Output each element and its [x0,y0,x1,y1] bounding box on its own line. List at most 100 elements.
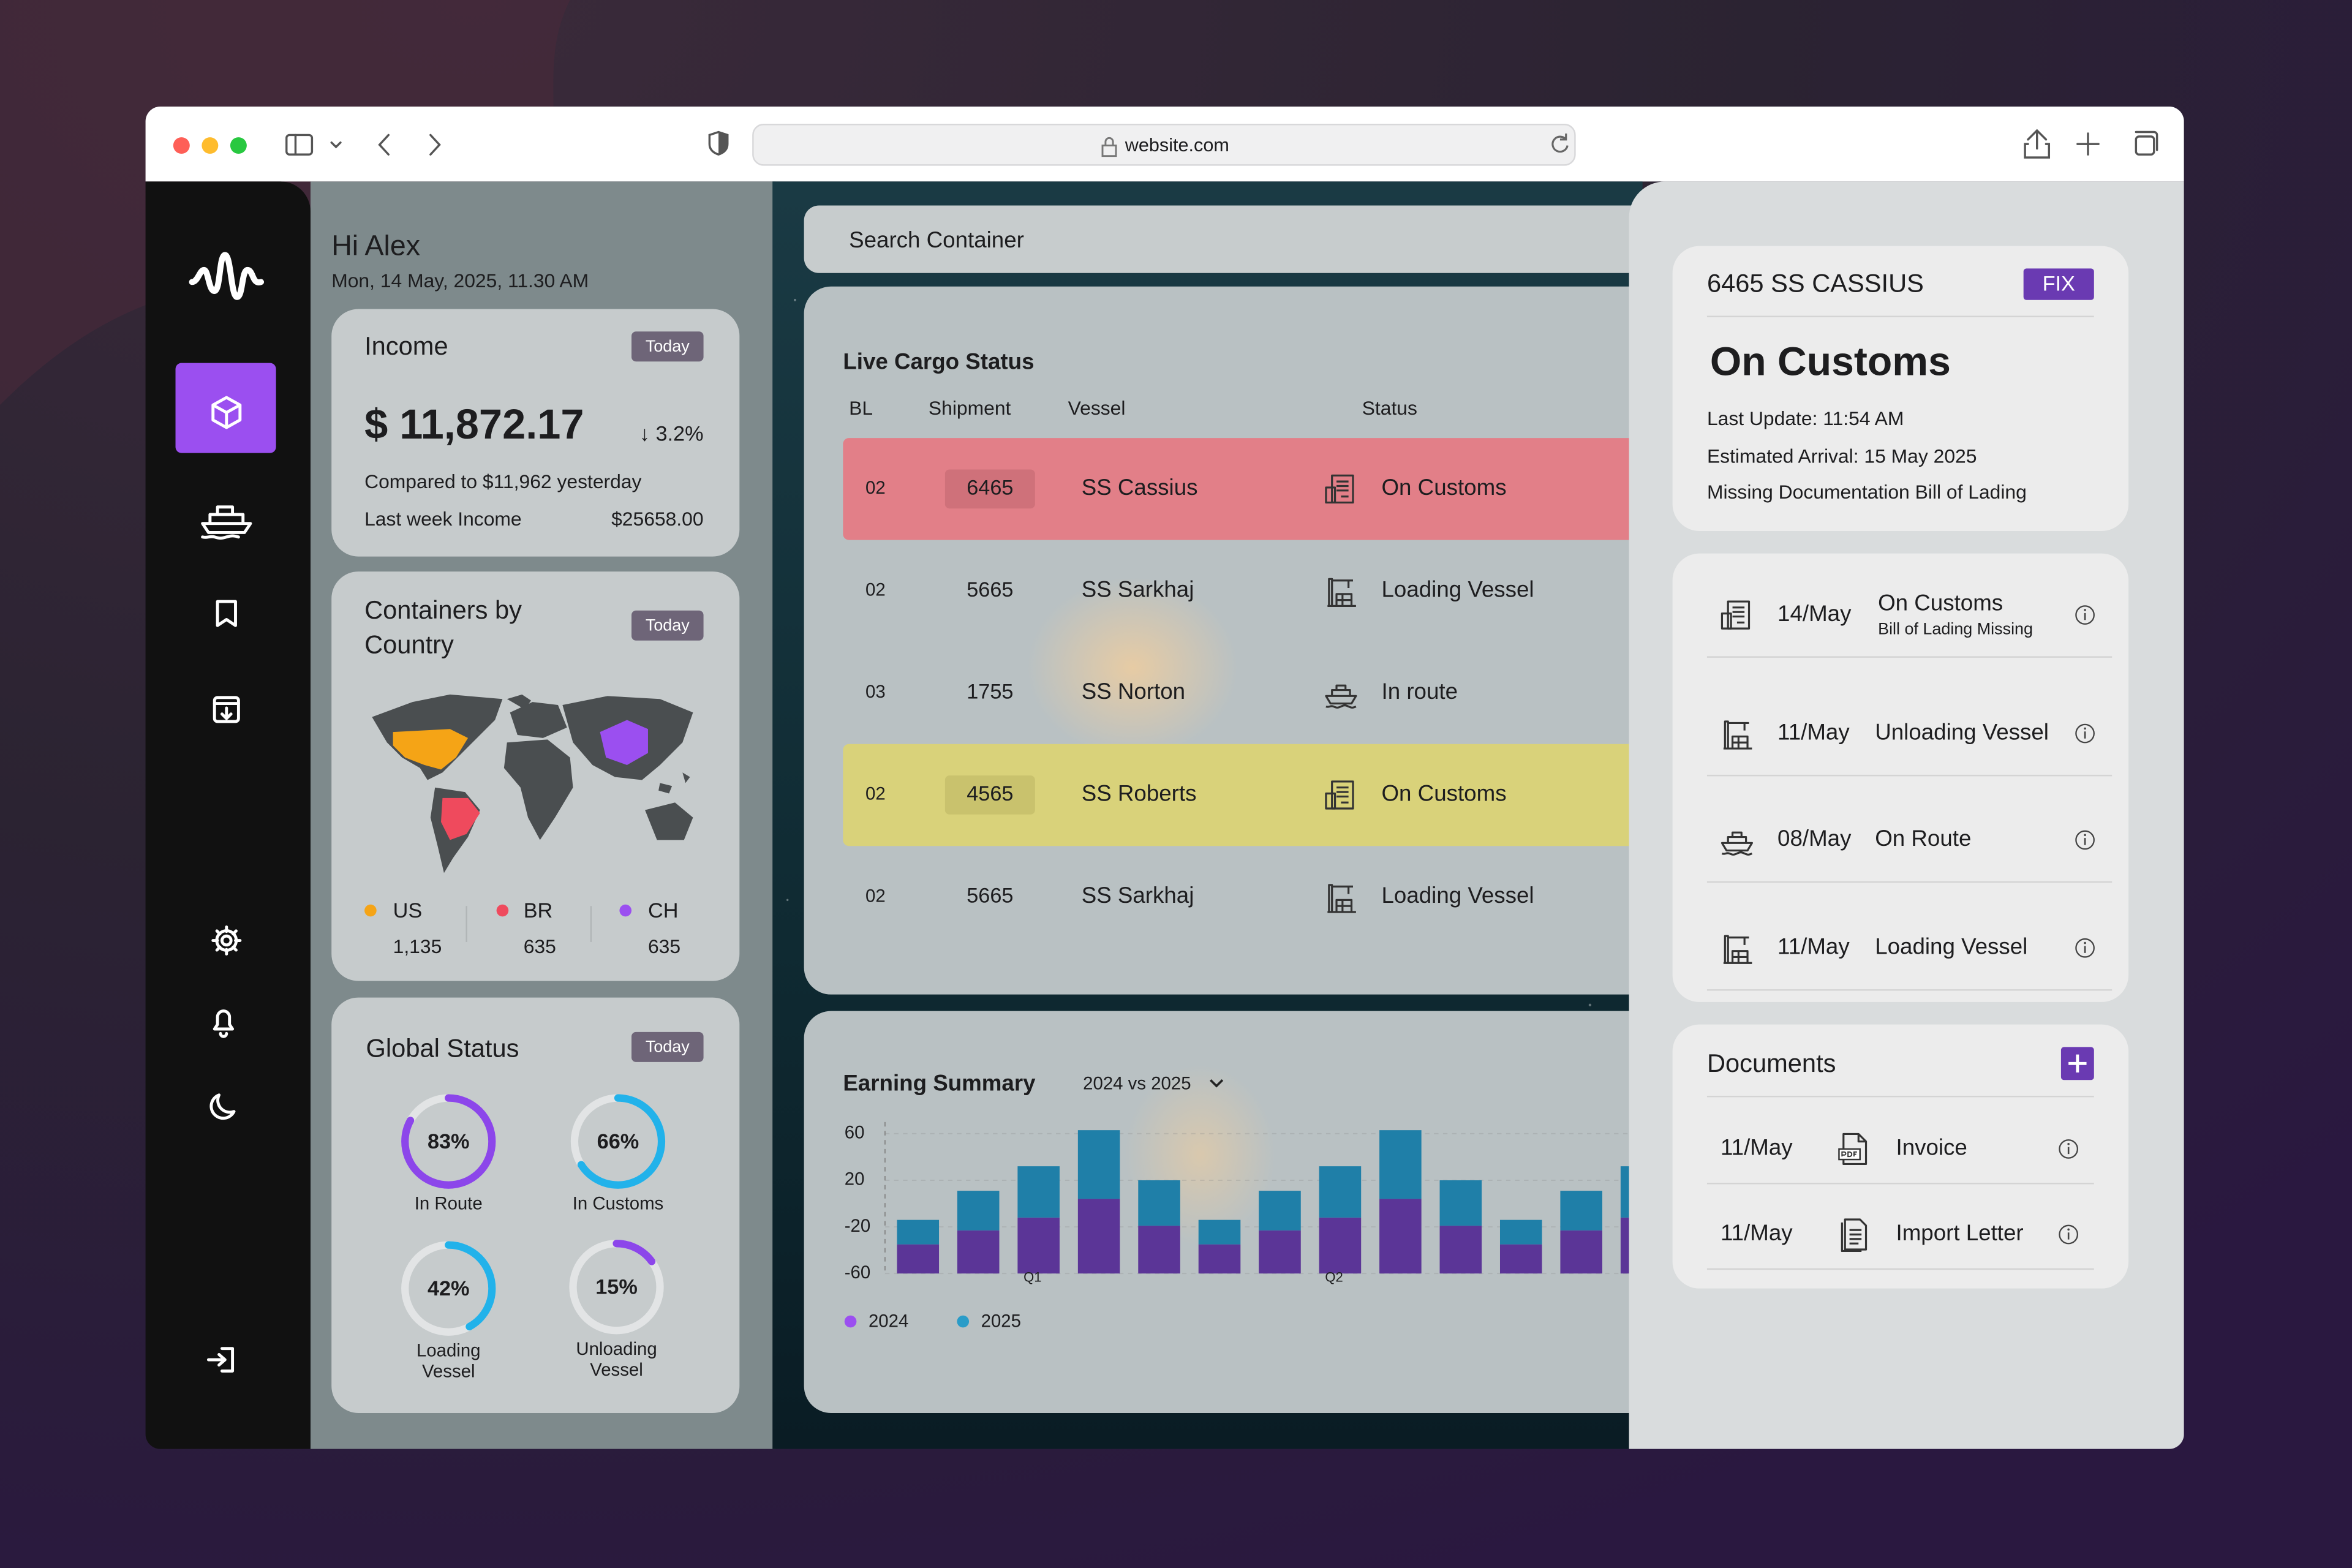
bar [1560,1230,1602,1274]
nav-logout[interactable] [206,1347,235,1373]
gauge-caption: In Customs [573,1193,664,1213]
bar [1198,1219,1241,1245]
x-tick-label: Q2 [1325,1269,1343,1284]
status-cell: Loading Vessel [1382,577,1534,602]
column-header: BL [849,397,873,419]
card-title: Documents [1707,1049,1836,1077]
zoom-button[interactable] [230,137,247,154]
nav-bookmarks[interactable] [216,600,237,627]
status-cell: In route [1382,679,1458,704]
container-id: 6465 SS CASSIUS [1707,268,1924,297]
back-button[interactable] [378,134,390,156]
document-date: 11/May [1721,1135,1793,1160]
badge[interactable] [631,610,704,641]
timeline-date: 11/May [1777,719,1850,744]
dropdown-chevron[interactable] [1210,1079,1224,1088]
search-input[interactable] [804,205,1675,273]
sidebar-toggle[interactable] [285,134,342,156]
badge-label: Today [646,1038,690,1056]
nav-archive[interactable] [213,696,240,723]
gauge-caption: Loading [417,1340,481,1360]
gauge-arc [570,1094,666,1189]
card-title: Global Status [366,1033,519,1062]
row-background[interactable] [843,744,1683,846]
map-ch[interactable] [600,720,648,765]
bar [897,1244,940,1274]
gauge-label: 15% [595,1276,638,1299]
bar [1077,1130,1120,1199]
y-tick-label: -20 [845,1216,870,1236]
badge[interactable] [631,1031,704,1062]
bar [1138,1226,1180,1274]
bar [1138,1180,1180,1226]
timeline-status: Loading Vessel [1875,933,2027,959]
badge-label: Today [646,616,690,635]
new-tab-button[interactable] [2076,132,2100,156]
bar [1259,1191,1301,1231]
logo[interactable] [189,252,265,300]
vessel-cell: SS Roberts [1082,781,1197,806]
comparison: Compared to $11,962 yesterday [364,470,641,492]
shipment-pill [944,469,1035,509]
timeline-status: Unloading Vessel [1875,719,2049,744]
nav-containers[interactable] [175,363,276,453]
vessel-cell: SS Norton [1082,679,1185,704]
last-update: Last Update: 11:54 AM [1707,407,1904,429]
legend-dot [496,904,509,917]
country-count: 635 [524,935,556,957]
bl-cell: 03 [865,682,886,702]
search-placeholder: Search Container [849,227,1024,252]
nav-ships[interactable] [201,505,252,540]
legend-dot [619,904,632,917]
country-count: 1,135 [393,935,442,957]
badge-label: Today [646,337,690,355]
document-name[interactable]: Import Letter [1896,1220,2024,1245]
forward-button[interactable] [429,134,441,156]
close-button[interactable] [173,137,190,154]
shipment-cell: 5665 [967,578,1013,601]
legend-dot [364,904,377,917]
shipment-cell: 4565 [967,782,1013,805]
bar [1259,1230,1301,1274]
tabs-button[interactable] [2135,130,2158,156]
document-date: 11/May [1721,1220,1793,1245]
chart-subtitle[interactable]: 2024 vs 2025 [1083,1073,1191,1093]
badge[interactable] [631,331,704,362]
income-amount: $ 11,872.17 [364,401,584,448]
share-button[interactable] [2024,129,2051,159]
country-code: BR [524,899,553,922]
bar [1077,1199,1120,1274]
fix-button[interactable] [2023,268,2094,300]
timeline-status: On Customs [1878,590,2003,616]
bar [1560,1191,1602,1231]
document-name[interactable]: Invoice [1896,1135,1967,1160]
gauge-label: 42% [428,1277,470,1300]
timeline-date: 14/May [1777,601,1852,626]
reload-button[interactable] [1551,133,1569,153]
bar [1017,1166,1060,1218]
nav-settings[interactable] [211,925,242,956]
legend-dot [957,1315,970,1328]
bar [1017,1217,1060,1274]
shipment-pill [944,775,1035,815]
shipment-cell: 1755 [967,680,1013,703]
current-status: On Customs [1710,339,1951,385]
browser-window: website.com Hi Alex Mon, 14 May, 2025, 1… [145,106,2184,1449]
gauge-arc [569,1240,664,1335]
nav-dark-mode[interactable] [209,1093,236,1120]
bar [1379,1199,1422,1274]
chart-title: Earning Summary [843,1070,1036,1095]
minimize-button[interactable] [202,137,219,154]
timeline-status: On Route [1875,826,1971,851]
bar [1319,1217,1362,1274]
arrival: Estimated Arrival: 15 May 2025 [1707,445,1977,467]
map-br[interactable] [441,797,480,840]
bar [1499,1219,1542,1245]
status-cell: On Customs [1382,475,1507,500]
column-header: Vessel [1068,397,1126,419]
map-us[interactable] [393,729,469,770]
row-background[interactable] [843,438,1683,540]
nav-notifications[interactable] [213,1009,235,1038]
address-bar[interactable] [752,124,1576,166]
